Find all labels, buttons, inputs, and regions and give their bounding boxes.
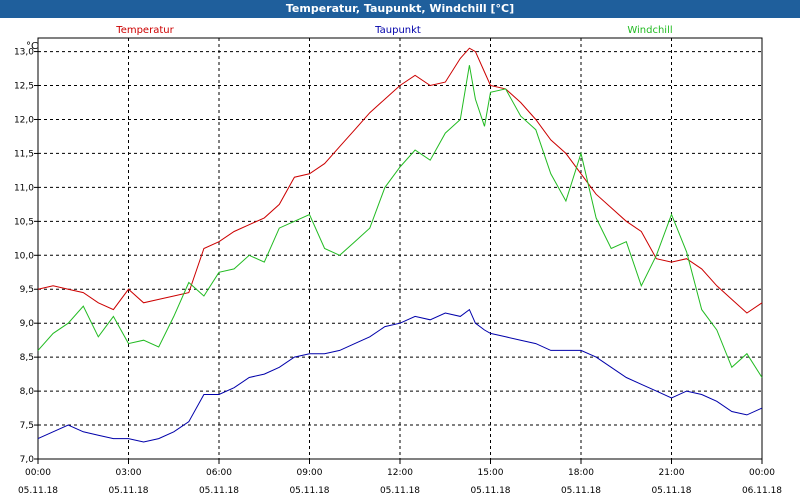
legend: Temperatur Taupunkt Windchill [115, 25, 672, 36]
series-lines [37, 47, 763, 443]
y-tick-label: 9,0 [20, 319, 35, 329]
x-tick-time-label: 00:00 [749, 468, 775, 478]
x-tick-date-label: 05.11.18 [108, 486, 148, 496]
x-tick-date-label: 05.11.18 [18, 486, 58, 496]
series-line-windchill [37, 65, 763, 378]
legend-label-windchill: Windchill [627, 25, 672, 36]
x-tick-time-label: 12:00 [387, 468, 413, 478]
x-tick-time-label: 00:00 [25, 468, 51, 478]
y-tick-label: 11,0 [14, 183, 34, 193]
x-axis: 00:00 05.11.18 03:00 05.11.18 06:00 05.11.18 0… [18, 459, 782, 496]
series-line-taupunkt [37, 308, 763, 443]
legend-label-temperatur: Temperatur [115, 25, 174, 36]
x-tick-time-label: 03:00 [116, 468, 142, 478]
chart-window-title: Temperatur, Taupunkt, Windchill [°C] [0, 0, 800, 18]
y-tick-label: 8,5 [20, 353, 34, 363]
y-tick-label: 9,5 [20, 285, 34, 295]
x-tick-date-label: 05.11.18 [561, 486, 601, 496]
x-tick-date-label: 05.11.18 [470, 486, 510, 496]
x-tick-date-label: 05.11.18 [651, 486, 691, 496]
y-tick-label: 10,0 [14, 251, 34, 261]
y-axis-unit-label: °C [26, 41, 38, 52]
x-tick-date-label: 05.11.18 [380, 486, 420, 496]
y-tick-label: 13,0 [14, 48, 34, 58]
y-tick-label: 11,5 [14, 149, 34, 159]
x-tick-date-label: 06.11.18 [742, 486, 782, 496]
line-chart: 7,0 7,5 8,0 8,5 9,0 9,5 10,0 10,5 11,0 11,5 12,0 12… [14, 25, 782, 496]
gridlines [38, 38, 762, 460]
y-tick-label: 10,5 [14, 217, 34, 227]
x-tick-time-label: 21:00 [659, 468, 685, 478]
y-tick-label: 12,0 [14, 115, 34, 125]
x-tick-time-label: 09:00 [297, 468, 323, 478]
series-line-temperatur [37, 47, 763, 314]
x-tick-date-label: 05.11.18 [199, 486, 239, 496]
y-tick-label: 7,0 [20, 455, 35, 465]
legend-label-taupunkt: Taupunkt [374, 25, 421, 36]
y-axis: 7,0 7,5 8,0 8,5 9,0 9,5 10,0 10,5 11,0 11,5 12,0 12… [14, 48, 38, 465]
x-tick-time-label: 18:00 [568, 468, 594, 478]
y-tick-label: 12,5 [14, 82, 34, 92]
x-tick-time-label: 15:00 [478, 468, 504, 478]
x-tick-time-label: 06:00 [206, 468, 232, 478]
y-tick-label: 8,0 [20, 387, 35, 397]
y-tick-label: 7,5 [20, 421, 34, 431]
x-tick-date-label: 05.11.18 [289, 486, 329, 496]
